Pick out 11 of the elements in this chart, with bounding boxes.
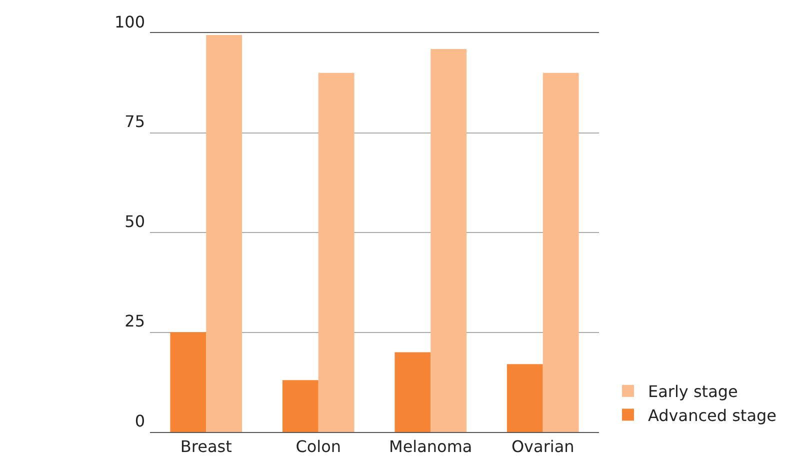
legend-label: Early stage: [648, 382, 738, 402]
x-tick-label: Ovarian: [511, 437, 574, 456]
x-tick-label: Melanoma: [389, 437, 472, 456]
y-tick-label: 25: [124, 312, 145, 331]
x-tick-label: Breast: [180, 437, 232, 456]
y-tick-label: 0: [134, 411, 145, 430]
x-tick-label: Colon: [296, 437, 342, 456]
y-tick-label: 75: [124, 112, 145, 132]
legend-label: Advanced stage: [648, 406, 777, 425]
y-tick-label: 50: [124, 212, 145, 231]
y-tick-label: 100: [114, 12, 145, 32]
